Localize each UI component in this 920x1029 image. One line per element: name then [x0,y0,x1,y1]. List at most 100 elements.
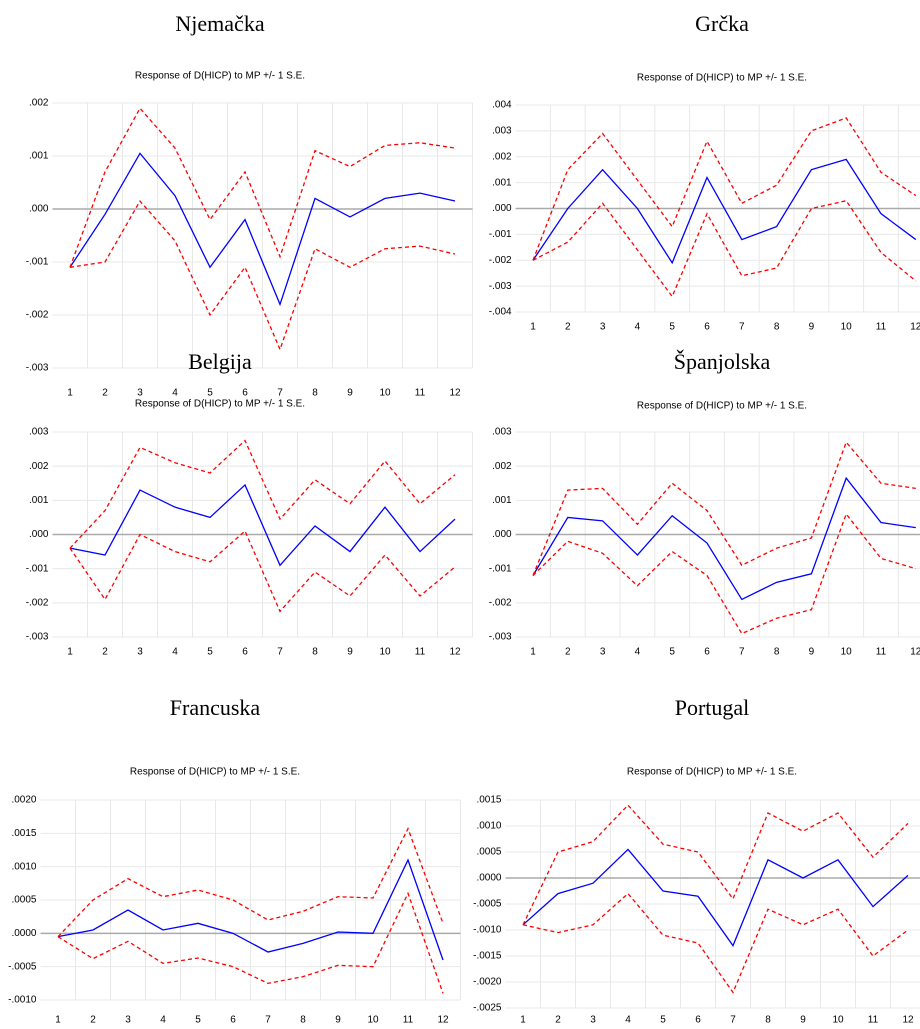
band-line [57,891,444,994]
y-tick-label: .004 [492,100,512,111]
panel-title: Belgija [188,349,252,374]
y-tick-label: .002 [29,461,49,472]
x-tick-label: 2 [102,647,108,658]
x-tick-label: 3 [590,1015,596,1026]
band-line [532,200,917,298]
y-tick-label: .000 [29,204,49,215]
band-line [69,530,456,613]
x-tick-label: 5 [669,647,675,658]
x-tick-label: 12 [910,322,920,333]
band-line [69,107,456,268]
y-tick-label: .001 [29,151,49,162]
y-tick-label: .003 [29,427,49,438]
y-tick-label: .000 [29,529,49,540]
response-line [532,476,916,601]
x-tick-label: 3 [137,647,143,658]
y-tick-label: -.003 [26,632,49,643]
y-tick-label: .001 [29,495,49,506]
x-tick-label: 11 [403,1015,414,1026]
panel-subtitle: Response of D(HICP) to MP +/- 1 S.E. [130,767,300,778]
x-tick-label: 4 [635,647,641,658]
y-tick-label: .002 [492,461,512,472]
x-tick-label: 5 [669,322,675,333]
x-tick-label: 9 [800,1015,806,1026]
x-tick-label: 6 [242,647,248,658]
y-tick-label: -.004 [489,307,512,318]
panel-subtitle: Response of D(HICP) to MP +/- 1 S.E. [135,71,305,82]
x-tick-label: 11 [415,388,426,399]
y-tick-label: -.0010 [473,925,502,936]
x-tick-label: 6 [695,1015,701,1026]
x-tick-label: 7 [277,388,283,399]
x-tick-label: 4 [172,647,178,658]
x-tick-label: 10 [841,647,853,658]
panel-title: Njemačka [175,11,264,36]
y-tick-label: -.003 [489,281,512,292]
x-tick-label: 5 [207,647,213,658]
y-tick-label: .003 [492,126,512,137]
x-tick-label: 3 [600,322,606,333]
x-tick-label: 12 [902,1015,914,1026]
y-tick-label: -.0005 [8,961,37,972]
x-tick-label: 8 [765,1015,771,1026]
y-tick-label: -.0015 [473,951,502,962]
panel-title: Francuska [170,695,261,720]
x-tick-label: 8 [312,647,318,658]
x-tick-label: 1 [55,1015,61,1026]
x-tick-label: 1 [530,322,536,333]
x-tick-label: 4 [635,322,641,333]
y-tick-label: .001 [492,495,512,506]
response-line [532,158,917,265]
band-line [57,827,444,938]
x-tick-label: 11 [876,647,887,658]
x-tick-label: 5 [207,388,213,399]
x-tick-label: 3 [137,388,143,399]
x-tick-label: 7 [739,647,745,658]
band-line [532,512,916,635]
x-tick-label: 10 [832,1015,844,1026]
x-tick-label: 2 [565,322,571,333]
y-tick-label: .0005 [11,895,36,906]
x-tick-label: 11 [415,647,426,658]
x-tick-label: 5 [660,1015,666,1026]
x-tick-label: 8 [774,322,780,333]
x-tick-label: 10 [841,322,853,333]
band-line [532,440,916,576]
x-tick-label: 4 [625,1015,631,1026]
x-tick-label: 12 [437,1015,449,1026]
x-tick-label: 7 [277,647,283,658]
x-tick-label: 6 [704,647,710,658]
y-tick-label: -.0025 [473,1003,502,1014]
x-tick-label: 10 [379,388,391,399]
x-tick-label: 2 [565,647,571,658]
band-line [522,892,909,994]
x-tick-label: 3 [125,1015,131,1026]
y-tick-label: -.0010 [8,995,37,1006]
y-tick-label: .0015 [11,828,36,839]
x-tick-label: 9 [809,647,815,658]
y-tick-label: .002 [29,98,49,109]
x-tick-label: 9 [335,1015,341,1026]
x-tick-label: 2 [102,388,108,399]
x-tick-label: 1 [67,647,73,658]
panel-title: Grčka [695,11,749,36]
y-tick-label: .000 [492,529,512,540]
x-tick-label: 5 [195,1015,201,1026]
y-tick-label: .0015 [476,795,501,806]
band-line [69,439,456,549]
x-tick-label: 2 [555,1015,561,1026]
x-tick-label: 12 [449,388,461,399]
x-tick-label: 12 [449,647,461,658]
x-tick-label: 9 [347,388,353,399]
x-tick-label: 4 [172,388,178,399]
response-line [57,858,444,961]
y-tick-label: -.001 [489,563,512,574]
y-tick-label: .003 [492,427,512,438]
x-tick-label: 1 [67,388,73,399]
x-tick-label: 2 [90,1015,96,1026]
response-line [522,848,909,947]
y-tick-label: .001 [492,177,512,188]
x-tick-label: 4 [160,1015,166,1026]
y-tick-label: -.003 [489,632,512,643]
